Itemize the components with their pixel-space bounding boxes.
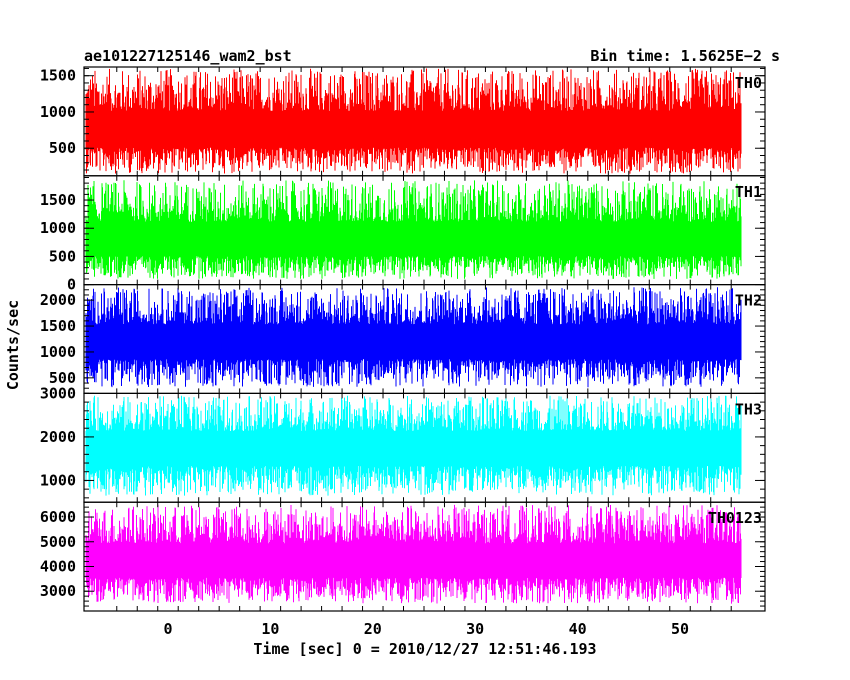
y-tick-label: 5000 (40, 533, 76, 551)
plot-title: ae101227125146_wam2_bst (84, 47, 292, 65)
panel-name-label: TH1 (735, 183, 762, 201)
y-tick-label: 1500 (40, 317, 76, 335)
bin-time-label: Bin time: 1.5625E−2 s (590, 47, 780, 65)
y-tick-label: 1000 (40, 103, 76, 121)
y-tick-label: 500 (49, 369, 76, 387)
panel-th0: 500 1000 1500 TH0 (40, 66, 766, 177)
panel-th2: 500 1000 1500 2000 TH2 (40, 284, 766, 395)
panel-name-label: TH0 (735, 74, 762, 92)
series-th0 (85, 68, 742, 174)
x-tick-label: 0 (163, 620, 172, 638)
panel-th3: 1000 2000 3000 TH3 (40, 384, 766, 503)
y-tick-label: 1500 (40, 191, 76, 209)
panel-th1: 0 500 1000 1500 TH1 (40, 175, 766, 294)
panel-th0123: 3000 4000 5000 6000 TH0123 (40, 501, 766, 612)
y-tick-label: 4000 (40, 557, 76, 575)
y-tick-label: 1000 (40, 219, 76, 237)
series-th2 (85, 287, 742, 388)
x-tick-label: 50 (671, 620, 689, 638)
panel-name-label: TH0123 (708, 509, 762, 527)
y-tick-label: 3000 (40, 582, 76, 600)
y-tick-label: 500 (49, 247, 76, 265)
y-tick-label: 1000 (40, 471, 76, 489)
y-tick-label: 1500 (40, 67, 76, 85)
y-tick-label: 3000 (40, 384, 76, 402)
x-tick-label: 40 (569, 620, 587, 638)
y-tick-label: 2000 (40, 291, 76, 309)
series-th3 (85, 395, 742, 496)
series-th1 (85, 180, 742, 279)
y-tick-label: 0 (67, 276, 76, 294)
panel-name-label: TH3 (735, 400, 762, 418)
panel-name-label: TH2 (735, 292, 762, 310)
y-axis-label: Counts/sec (4, 300, 22, 390)
x-axis-label: Time [sec] 0 = 2010/12/27 12:51:46.193 (253, 640, 596, 658)
y-tick-label: 6000 (40, 508, 76, 526)
x-tick-label: 20 (364, 620, 382, 638)
series-th0123 (85, 504, 742, 604)
y-tick-label: 500 (49, 139, 76, 157)
x-tick-label: 10 (261, 620, 279, 638)
y-tick-label: 1000 (40, 343, 76, 361)
y-tick-label: 2000 (40, 428, 76, 446)
x-tick-label: 30 (466, 620, 484, 638)
